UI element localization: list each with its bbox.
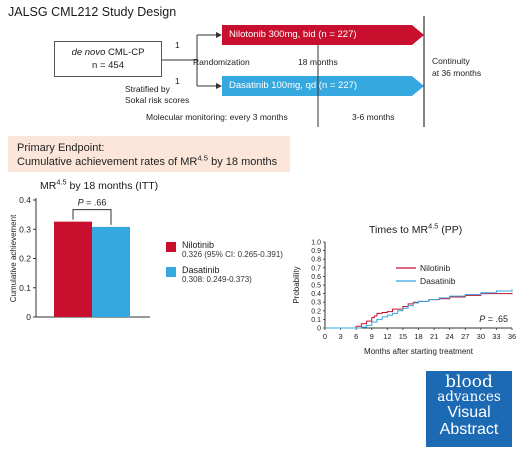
legend-detail-nilotinib: 0.326 (95% CI: 0.265-0.391) (182, 250, 283, 259)
study-title: JALSG CML212 Study Design (8, 5, 177, 19)
line-x-tick-label: 27 (461, 332, 469, 341)
line-x-tick-label: 6 (354, 332, 358, 341)
line-y-tick-label: 1.0 (311, 240, 321, 247)
bar-y-tick-label: 0.1 (19, 283, 31, 293)
bar-y-tick-label: 0 (26, 312, 31, 322)
dasatinib-arm-label: Dasatinib 100mg, qd (n = 227) (229, 80, 358, 91)
line-x-tick-label: 9 (370, 332, 374, 341)
bar-chart-legend: Nilotinib 0.326 (95% CI: 0.265-0.391) Da… (166, 240, 283, 284)
patient-count: n = 454 (92, 60, 124, 71)
bar-y-tick-label: 0.3 (19, 224, 31, 234)
legend-item-nilotinib: Nilotinib 0.326 (95% CI: 0.265-0.391) (166, 240, 283, 259)
monitoring-label-second: 3-6 months (352, 112, 395, 122)
bar-chart-title: MR4.5 by 18 months (ITT) (40, 177, 159, 192)
study-design-diagram (162, 16, 425, 127)
primary-endpoint-box: Primary Endpoint: Cumulative achievement… (8, 136, 290, 172)
line-x-axis-title: Months after starting treatment (364, 347, 474, 356)
patient-population-box: de novo CML-CP n = 454 (54, 41, 162, 77)
line-x-tick-label: 33 (492, 332, 500, 341)
bar-nilotinib (54, 221, 92, 317)
legend-swatch-nilotinib (166, 242, 176, 252)
line-x-tick-label: 36 (508, 332, 516, 341)
series-line-dasatinib (325, 289, 513, 329)
line-p-value-label: P = .65 (479, 314, 508, 324)
logo-line-3: Visual (447, 404, 491, 421)
line-y-axis-title: Probability (292, 266, 301, 303)
stratification-note: Stratified by Sokal risk scores (125, 84, 190, 105)
line-chart-title: Times to MR4.5 (PP) (369, 221, 463, 236)
legend-name-dasatinib: Dasatinib (182, 265, 220, 275)
bar-y-tick-label: 0.4 (19, 195, 31, 205)
line-y-tick-label: 0.9 (311, 248, 321, 255)
bar-y-tick-label: 0.2 (19, 254, 31, 264)
line-x-tick-label: 12 (383, 332, 391, 341)
line-chart: 00.10.20.30.40.50.60.70.80.91.00 3 6 9 12 15 1… (292, 240, 516, 357)
blood-advances-logo: blood advances Visual Abstract (426, 371, 512, 447)
dasatinib-arm-arrow (222, 76, 424, 96)
bar-p-value-label: P = .66 (78, 198, 107, 208)
legend-name-nilotinib: Nilotinib (182, 240, 215, 250)
line-x-tick-label: 18 (414, 332, 422, 341)
monitoring-label-first: Molecular monitoring: every 3 months (146, 112, 288, 122)
line-x-tick-label: 0 (323, 332, 327, 341)
ratio-top: 1 (175, 40, 180, 50)
primary-endpoint-description: Cumulative achievement rates of MR4.5 by… (17, 153, 278, 168)
line-x-tick-label: 24 (445, 332, 453, 341)
legend-swatch-dasatinib (166, 267, 176, 277)
line-y-tick-label: 0.8 (311, 257, 321, 264)
line-y-tick-label: 0.5 (311, 283, 321, 290)
line-legend-label-dasatinib: Dasatinib (420, 276, 456, 286)
line-x-tick-label: 15 (399, 332, 407, 341)
bar-dasatinib (92, 226, 130, 317)
arm-bottom-connector-arrowhead (216, 83, 222, 89)
line-x-tick-label: 3 (338, 332, 342, 341)
line-y-tick-label: 0.4 (311, 291, 321, 298)
ratio-bottom: 1 (175, 76, 180, 86)
line-y-tick-label: 0.2 (311, 308, 321, 315)
line-legend-label-nilotinib: Nilotinib (420, 263, 451, 273)
line-y-tick-label: 0.7 (311, 265, 321, 272)
continuity-label: Continuity at 36 months (432, 56, 482, 78)
arm-top-connector-arrowhead (216, 32, 222, 38)
patient-population-line1: de novo CML-CP (71, 47, 145, 58)
line-x-tick-label: 30 (477, 332, 485, 341)
nilotinib-arm-label: Nilotonib 300mg, bid (n = 227) (229, 29, 357, 40)
nilotinib-arm-arrow (222, 25, 424, 45)
line-y-tick-label: 0 (317, 326, 321, 333)
bar-y-axis-title: Cumulative achievement (9, 214, 18, 302)
line-y-tick-label: 0.3 (311, 300, 321, 307)
primary-endpoint-heading: Primary Endpoint: (17, 142, 105, 154)
p-value-bracket (72, 209, 112, 225)
line-y-tick-label: 0.6 (311, 274, 321, 281)
treatment-duration-label: 18 months (298, 57, 338, 67)
randomization-label: Randomization (193, 57, 250, 67)
logo-line-4: Abstract (439, 421, 499, 438)
logo-line-2: advances (437, 389, 501, 405)
logo-line-1: blood (445, 372, 493, 392)
legend-detail-dasatinib: 0.308: 0.249-0.373) (182, 275, 252, 284)
legend-item-dasatinib: Dasatinib 0.308: 0.249-0.373) (166, 265, 283, 284)
line-y-tick-label: 0.1 (311, 317, 321, 324)
line-x-tick-label: 21 (430, 332, 438, 341)
